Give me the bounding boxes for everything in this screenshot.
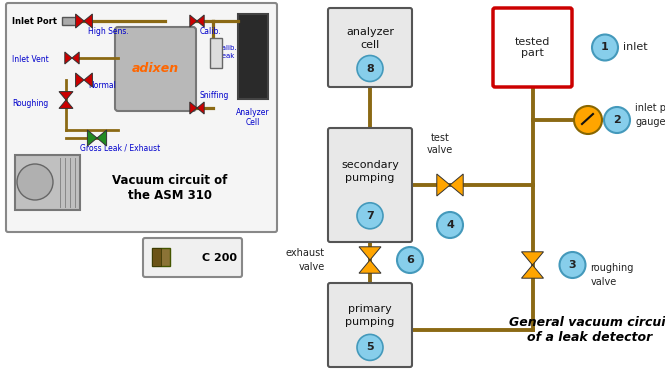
Circle shape [17, 164, 53, 200]
Text: Analyzer
Cell: Analyzer Cell [236, 108, 270, 127]
Text: Roughing: Roughing [12, 99, 49, 107]
Circle shape [357, 55, 383, 82]
Text: C 200: C 200 [203, 253, 237, 263]
Text: 6: 6 [406, 255, 414, 265]
Text: General vacuum circuit
of a leak detector: General vacuum circuit of a leak detecto… [509, 316, 665, 344]
Polygon shape [97, 130, 106, 146]
Text: Inlet Port: Inlet Port [12, 17, 57, 27]
FancyBboxPatch shape [328, 8, 412, 87]
Polygon shape [84, 73, 92, 87]
Text: 1: 1 [601, 42, 609, 52]
Text: inlet: inlet [623, 42, 648, 52]
Text: Inlet Vent: Inlet Vent [12, 55, 49, 65]
Polygon shape [450, 174, 464, 196]
FancyBboxPatch shape [143, 238, 242, 277]
Text: inlet pressure
gauge: inlet pressure gauge [635, 104, 665, 127]
Text: 8: 8 [366, 64, 374, 74]
Polygon shape [521, 265, 543, 278]
Text: Calib.: Calib. [200, 27, 221, 37]
Text: secondary
pumping: secondary pumping [341, 160, 399, 183]
Text: 2: 2 [613, 115, 621, 125]
Bar [238, 14, 268, 99]
FancyBboxPatch shape [328, 283, 412, 367]
Polygon shape [197, 102, 204, 114]
Text: Normal: Normal [88, 80, 116, 89]
Text: 7: 7 [366, 211, 374, 221]
Polygon shape [59, 92, 73, 100]
Bar [15, 155, 80, 210]
Circle shape [357, 203, 383, 229]
Circle shape [357, 335, 383, 360]
Polygon shape [59, 100, 73, 109]
Text: Gross Leak / Exhaust: Gross Leak / Exhaust [80, 144, 160, 152]
Text: High Sens.: High Sens. [88, 27, 129, 37]
Polygon shape [359, 260, 381, 273]
Text: analyzer
cell: analyzer cell [346, 27, 394, 50]
FancyBboxPatch shape [328, 128, 412, 242]
Text: 3: 3 [569, 260, 577, 270]
FancyBboxPatch shape [493, 8, 572, 87]
Text: primary
pumping: primary pumping [345, 304, 395, 327]
Bar [62, 17, 76, 25]
Polygon shape [87, 130, 97, 146]
Text: exhaust
valve: exhaust valve [286, 248, 325, 271]
Circle shape [437, 212, 463, 238]
Text: 5: 5 [366, 342, 374, 352]
Polygon shape [437, 174, 450, 196]
Polygon shape [197, 15, 204, 27]
Polygon shape [190, 102, 197, 114]
Text: Sniffing: Sniffing [200, 90, 229, 99]
Text: tested
part: tested part [515, 37, 550, 58]
Circle shape [574, 106, 602, 134]
Circle shape [559, 252, 585, 278]
Circle shape [604, 107, 630, 133]
Text: test
valve: test valve [427, 133, 453, 155]
Text: roughing
valve: roughing valve [591, 263, 634, 286]
Text: Vacuum circuit of
the ASM 310: Vacuum circuit of the ASM 310 [112, 174, 227, 202]
Circle shape [397, 247, 423, 273]
Text: Calib.
Leak: Calib. Leak [218, 45, 237, 59]
Bar [152, 248, 170, 266]
Circle shape [592, 35, 618, 60]
Polygon shape [190, 15, 197, 27]
Text: 4: 4 [446, 220, 454, 230]
Text: adixen: adixen [132, 62, 179, 75]
Polygon shape [359, 247, 381, 260]
Polygon shape [65, 52, 72, 64]
Polygon shape [76, 73, 84, 87]
Polygon shape [521, 252, 543, 265]
Polygon shape [72, 52, 79, 64]
Polygon shape [76, 14, 84, 28]
Bar [152, 248, 161, 266]
FancyBboxPatch shape [115, 27, 196, 111]
Polygon shape [84, 14, 92, 28]
Bar [210, 38, 222, 68]
FancyBboxPatch shape [6, 3, 277, 232]
